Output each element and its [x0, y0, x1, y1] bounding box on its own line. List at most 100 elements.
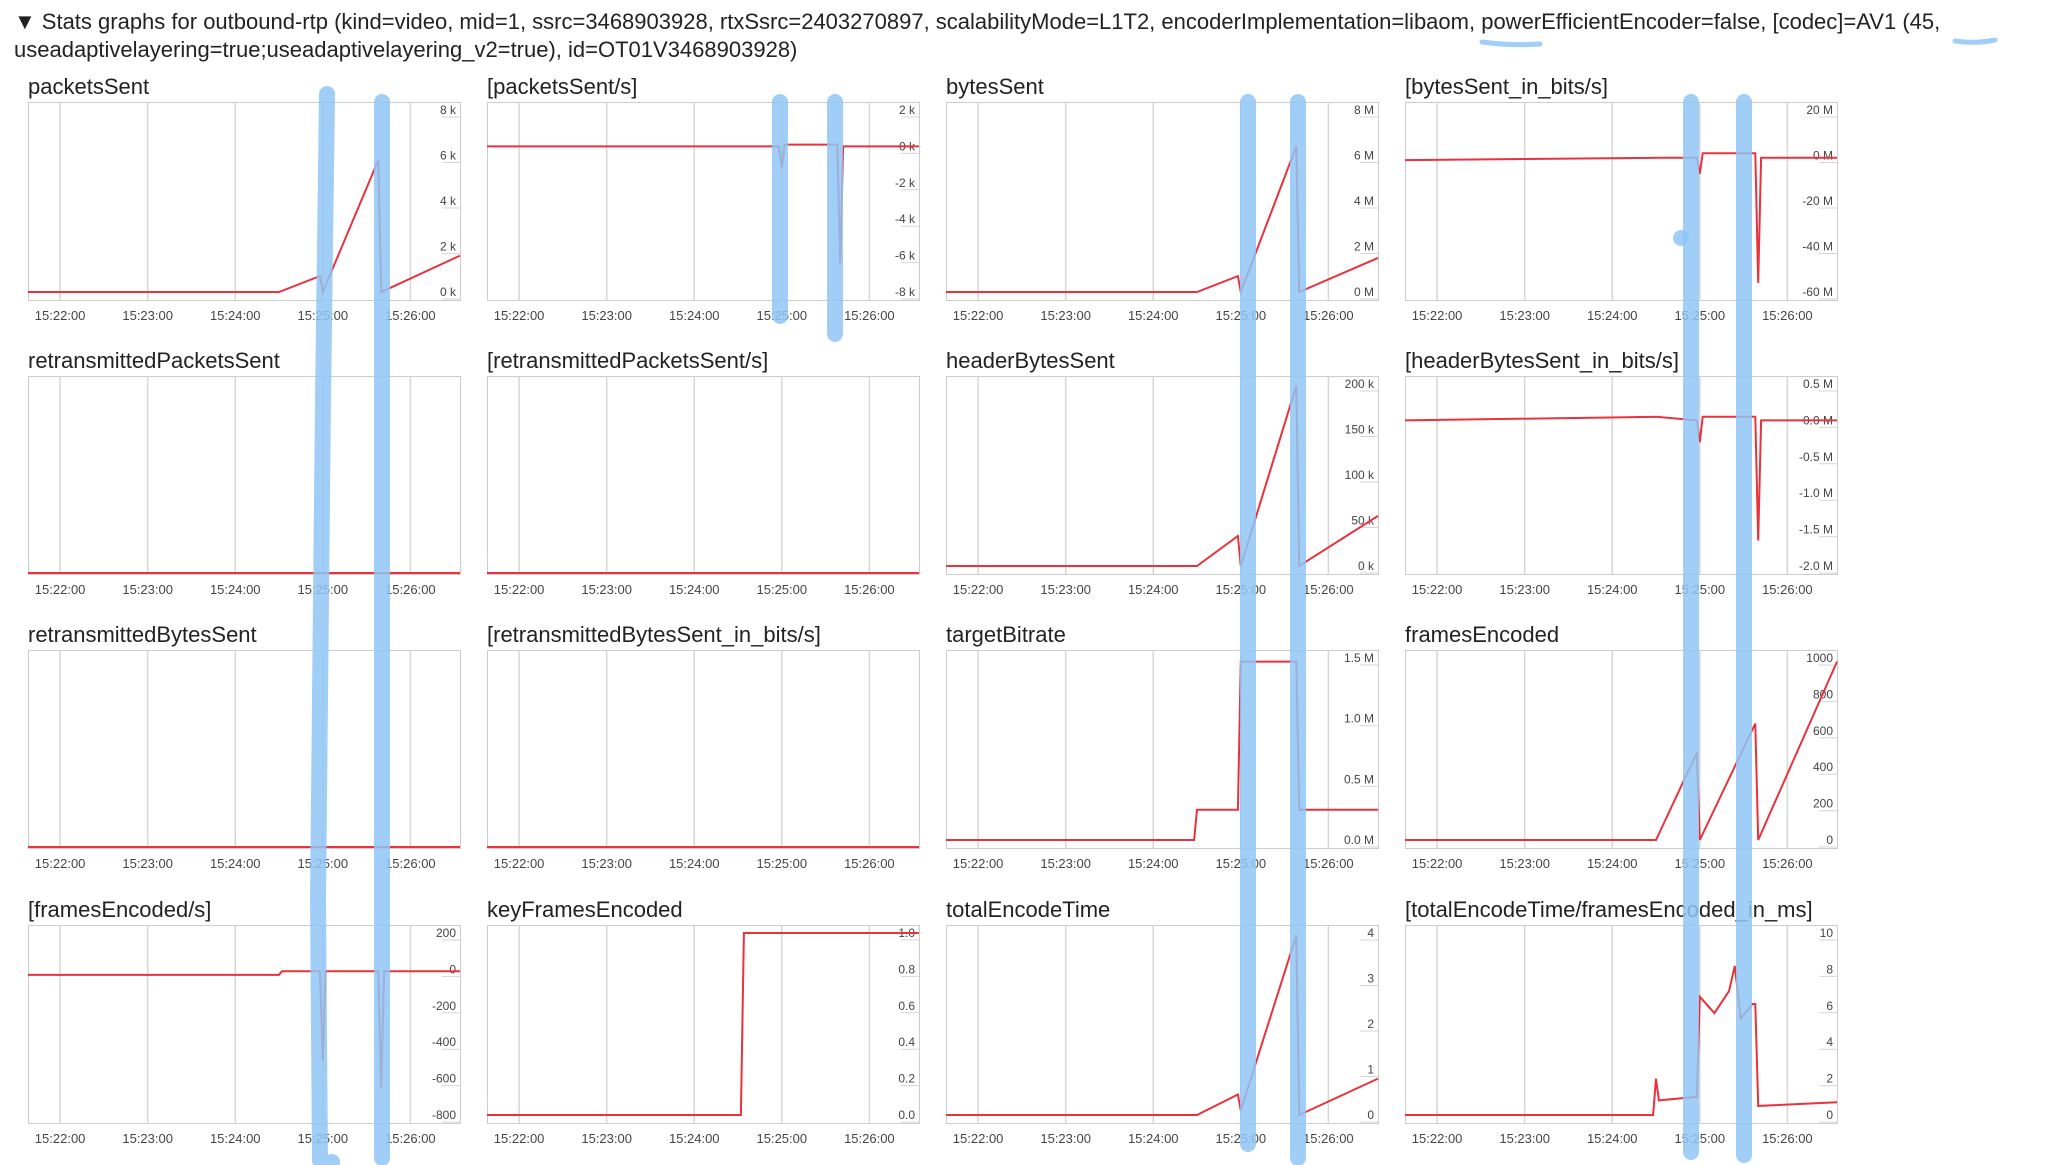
- chart-title: [packetsSent/s]: [487, 74, 638, 99]
- y-tick-label: -0.5 M: [1799, 450, 1833, 464]
- chart-retransmittedPacketsSent: retransmittedPacketsSent 15:22:00 15:23:00…: [28, 348, 488, 616]
- y-tick-label: 0.5 M: [1344, 772, 1374, 786]
- chart-plot[interactable]: 15:22:00 15:23:00 15:24:00 15:25:00 15:26:00: [487, 650, 921, 878]
- collapse-toggle-icon[interactable]: ▼: [14, 9, 36, 34]
- x-tick-label: 15:26:00: [1303, 308, 1354, 323]
- chart-headerBytesSent: headerBytesSent 15:22:00 15:23:00 15:24:00 1…: [946, 348, 1406, 616]
- y-tick-label: 6 M: [1354, 149, 1374, 163]
- y-tick-label: 0 k: [1358, 559, 1375, 573]
- chart-title: retransmittedPacketsSent: [28, 348, 280, 373]
- chart-title: targetBitrate: [946, 622, 1066, 647]
- x-tick-label: 15:23:00: [1040, 582, 1091, 597]
- series-line: [1404, 152, 1837, 283]
- chart-plot[interactable]: 15:22:00 15:23:00 15:24:00 15:25:00 15:26:00…: [946, 102, 1380, 330]
- y-tick-label: 200: [436, 926, 456, 940]
- x-tick-label: 15:25:00: [757, 1131, 808, 1146]
- series-line: [1404, 415, 1837, 541]
- x-tick-label: 15:24:00: [1587, 1131, 1638, 1146]
- x-tick-label: 15:26:00: [385, 582, 436, 597]
- y-tick-label: -4 k: [895, 212, 916, 226]
- chart-plot[interactable]: 15:22:00 15:23:00 15:24:00 15:25:00 15:26:00…: [28, 102, 462, 330]
- y-tick-label: 2 k: [899, 103, 916, 117]
- chart-plot[interactable]: 15:22:00 15:23:00 15:24:00 15:25:00 15:26:00…: [946, 376, 1380, 604]
- x-tick-label: 15:25:00: [298, 1131, 349, 1146]
- stats-graphs-header[interactable]: ▼ Stats graphs for outbound-rtp (kind=vid…: [14, 8, 2044, 64]
- y-tick-label: -200: [432, 999, 456, 1013]
- chart-plot[interactable]: 15:22:00 15:23:00 15:24:00 15:25:00 15:26:00…: [1405, 650, 1839, 878]
- x-tick-label: 15:25:00: [1675, 308, 1726, 323]
- chart-plot[interactable]: 15:22:00 15:23:00 15:24:00 15:25:00 15:26:00…: [28, 925, 462, 1153]
- chart-packetsSent: packetsSent 15:22:00 15:23:00 15:24:00 15:25…: [28, 74, 488, 342]
- x-tick-label: 15:23:00: [581, 1131, 632, 1146]
- x-tick-label: 15:23:00: [1040, 856, 1091, 871]
- x-tick-label: 15:23:00: [1040, 308, 1091, 323]
- chart-title: bytesSent: [946, 74, 1044, 99]
- x-tick-label: 15:25:00: [757, 582, 808, 597]
- y-tick-label: 8 k: [440, 103, 457, 117]
- y-tick-label: -2 k: [895, 176, 916, 190]
- x-tick-label: 15:24:00: [1128, 1131, 1179, 1146]
- chart-plot[interactable]: 15:22:00 15:23:00 15:24:00 15:25:00 15:26:00…: [487, 102, 921, 330]
- series-line: [487, 932, 919, 1116]
- y-tick-label: 4: [1367, 926, 1374, 940]
- x-tick-label: 15:26:00: [1303, 856, 1354, 871]
- chart-plot[interactable]: 15:22:00 15:23:00 15:24:00 15:25:00 15:26:00…: [487, 925, 921, 1153]
- chart-totalEncodeTime: totalEncodeTime 15:22:00 15:23:00 15:24:00 1…: [946, 897, 1406, 1165]
- y-tick-label: 3: [1367, 972, 1374, 986]
- chart-plot[interactable]: 15:22:00 15:23:00 15:24:00 15:25:00 15:26:00…: [1405, 925, 1839, 1153]
- y-tick-label: 2 k: [440, 240, 457, 254]
- x-tick-label: 15:23:00: [122, 582, 173, 597]
- y-tick-label: -60 M: [1802, 285, 1833, 299]
- x-tick-label: 15:22:00: [494, 1131, 545, 1146]
- y-tick-label: -20 M: [1802, 194, 1833, 208]
- x-tick-label: 15:22:00: [1412, 582, 1463, 597]
- y-tick-label: 400: [1813, 760, 1833, 774]
- y-tick-label: 50 k: [1351, 514, 1375, 528]
- x-tick-label: 15:25:00: [1675, 582, 1726, 597]
- header-text-line2: useadaptivelayering=true;useadaptivelaye…: [14, 37, 798, 62]
- y-tick-label: 4 k: [440, 194, 457, 208]
- x-tick-label: 15:23:00: [122, 856, 173, 871]
- x-tick-label: 15:26:00: [385, 1131, 436, 1146]
- y-tick-label: 2 M: [1354, 240, 1374, 254]
- y-tick-label: -1.5 M: [1799, 523, 1833, 537]
- x-tick-label: 15:26:00: [1762, 582, 1813, 597]
- x-tick-label: 15:22:00: [35, 1131, 86, 1146]
- x-tick-label: 15:25:00: [757, 856, 808, 871]
- chart-plot[interactable]: 15:22:00 15:23:00 15:24:00 15:25:00 15:26:00…: [1404, 102, 1839, 330]
- chart-plot[interactable]: 15:22:00 15:23:00 15:24:00 15:25:00 15:26:00…: [1404, 376, 1839, 604]
- y-tick-label: -40 M: [1802, 240, 1833, 254]
- x-tick-label: 15:22:00: [35, 308, 86, 323]
- x-tick-label: 15:24:00: [669, 856, 720, 871]
- x-tick-label: 15:25:00: [757, 308, 808, 323]
- x-tick-label: 15:24:00: [1128, 582, 1179, 597]
- x-tick-label: 15:25:00: [298, 308, 349, 323]
- x-tick-label: 15:25:00: [1216, 308, 1267, 323]
- chart-retransmittedPacketsSents: [retransmittedPacketsSent/s] 15:22:00 15:2…: [487, 348, 947, 616]
- x-tick-label: 15:22:00: [35, 856, 86, 871]
- y-tick-label: 0.2: [898, 1072, 915, 1086]
- x-tick-label: 15:22:00: [494, 308, 545, 323]
- x-tick-label: 15:26:00: [1762, 1131, 1813, 1146]
- x-tick-label: 15:22:00: [953, 1131, 1004, 1146]
- chart-plot[interactable]: 15:22:00 15:23:00 15:24:00 15:25:00 15:26:00: [28, 376, 462, 604]
- chart-totalEncodeTimeframesEncoded-in-ms: [totalEncodeTime/framesEncoded_in_ms] 15:…: [1405, 897, 1865, 1165]
- chart-plot[interactable]: 15:22:00 15:23:00 15:24:00 15:25:00 15:26:00: [487, 376, 921, 604]
- chart-plot[interactable]: 15:22:00 15:23:00 15:24:00 15:25:00 15:26:00…: [946, 925, 1380, 1153]
- chart-framesEncodeds: [framesEncoded/s] 15:22:00 15:23:00 15:24:0…: [28, 897, 488, 1165]
- x-tick-label: 15:23:00: [581, 582, 632, 597]
- y-tick-label: 2: [1826, 1072, 1833, 1086]
- x-tick-label: 15:23:00: [581, 308, 632, 323]
- chart-plot[interactable]: 15:22:00 15:23:00 15:24:00 15:25:00 15:26:00: [28, 650, 462, 878]
- y-tick-label: -400: [432, 1035, 456, 1049]
- chart-headerBytesSent-in-bitss: [headerBytesSent_in_bits/s] 15:22:00 15:23…: [1404, 348, 1865, 616]
- chart-bytesSent: bytesSent 15:22:00 15:23:00 15:24:00 15:25:0…: [946, 74, 1406, 342]
- chart-title: headerBytesSent: [946, 348, 1115, 373]
- y-tick-label: 6 k: [440, 149, 457, 163]
- x-tick-label: 15:23:00: [1499, 582, 1550, 597]
- y-tick-label: 0: [1367, 1108, 1374, 1122]
- x-tick-label: 15:25:00: [1216, 1131, 1267, 1146]
- chart-plot[interactable]: 15:22:00 15:23:00 15:24:00 15:25:00 15:26:00…: [946, 650, 1380, 878]
- y-tick-label: 0 M: [1813, 149, 1833, 163]
- x-tick-label: 15:22:00: [35, 582, 86, 597]
